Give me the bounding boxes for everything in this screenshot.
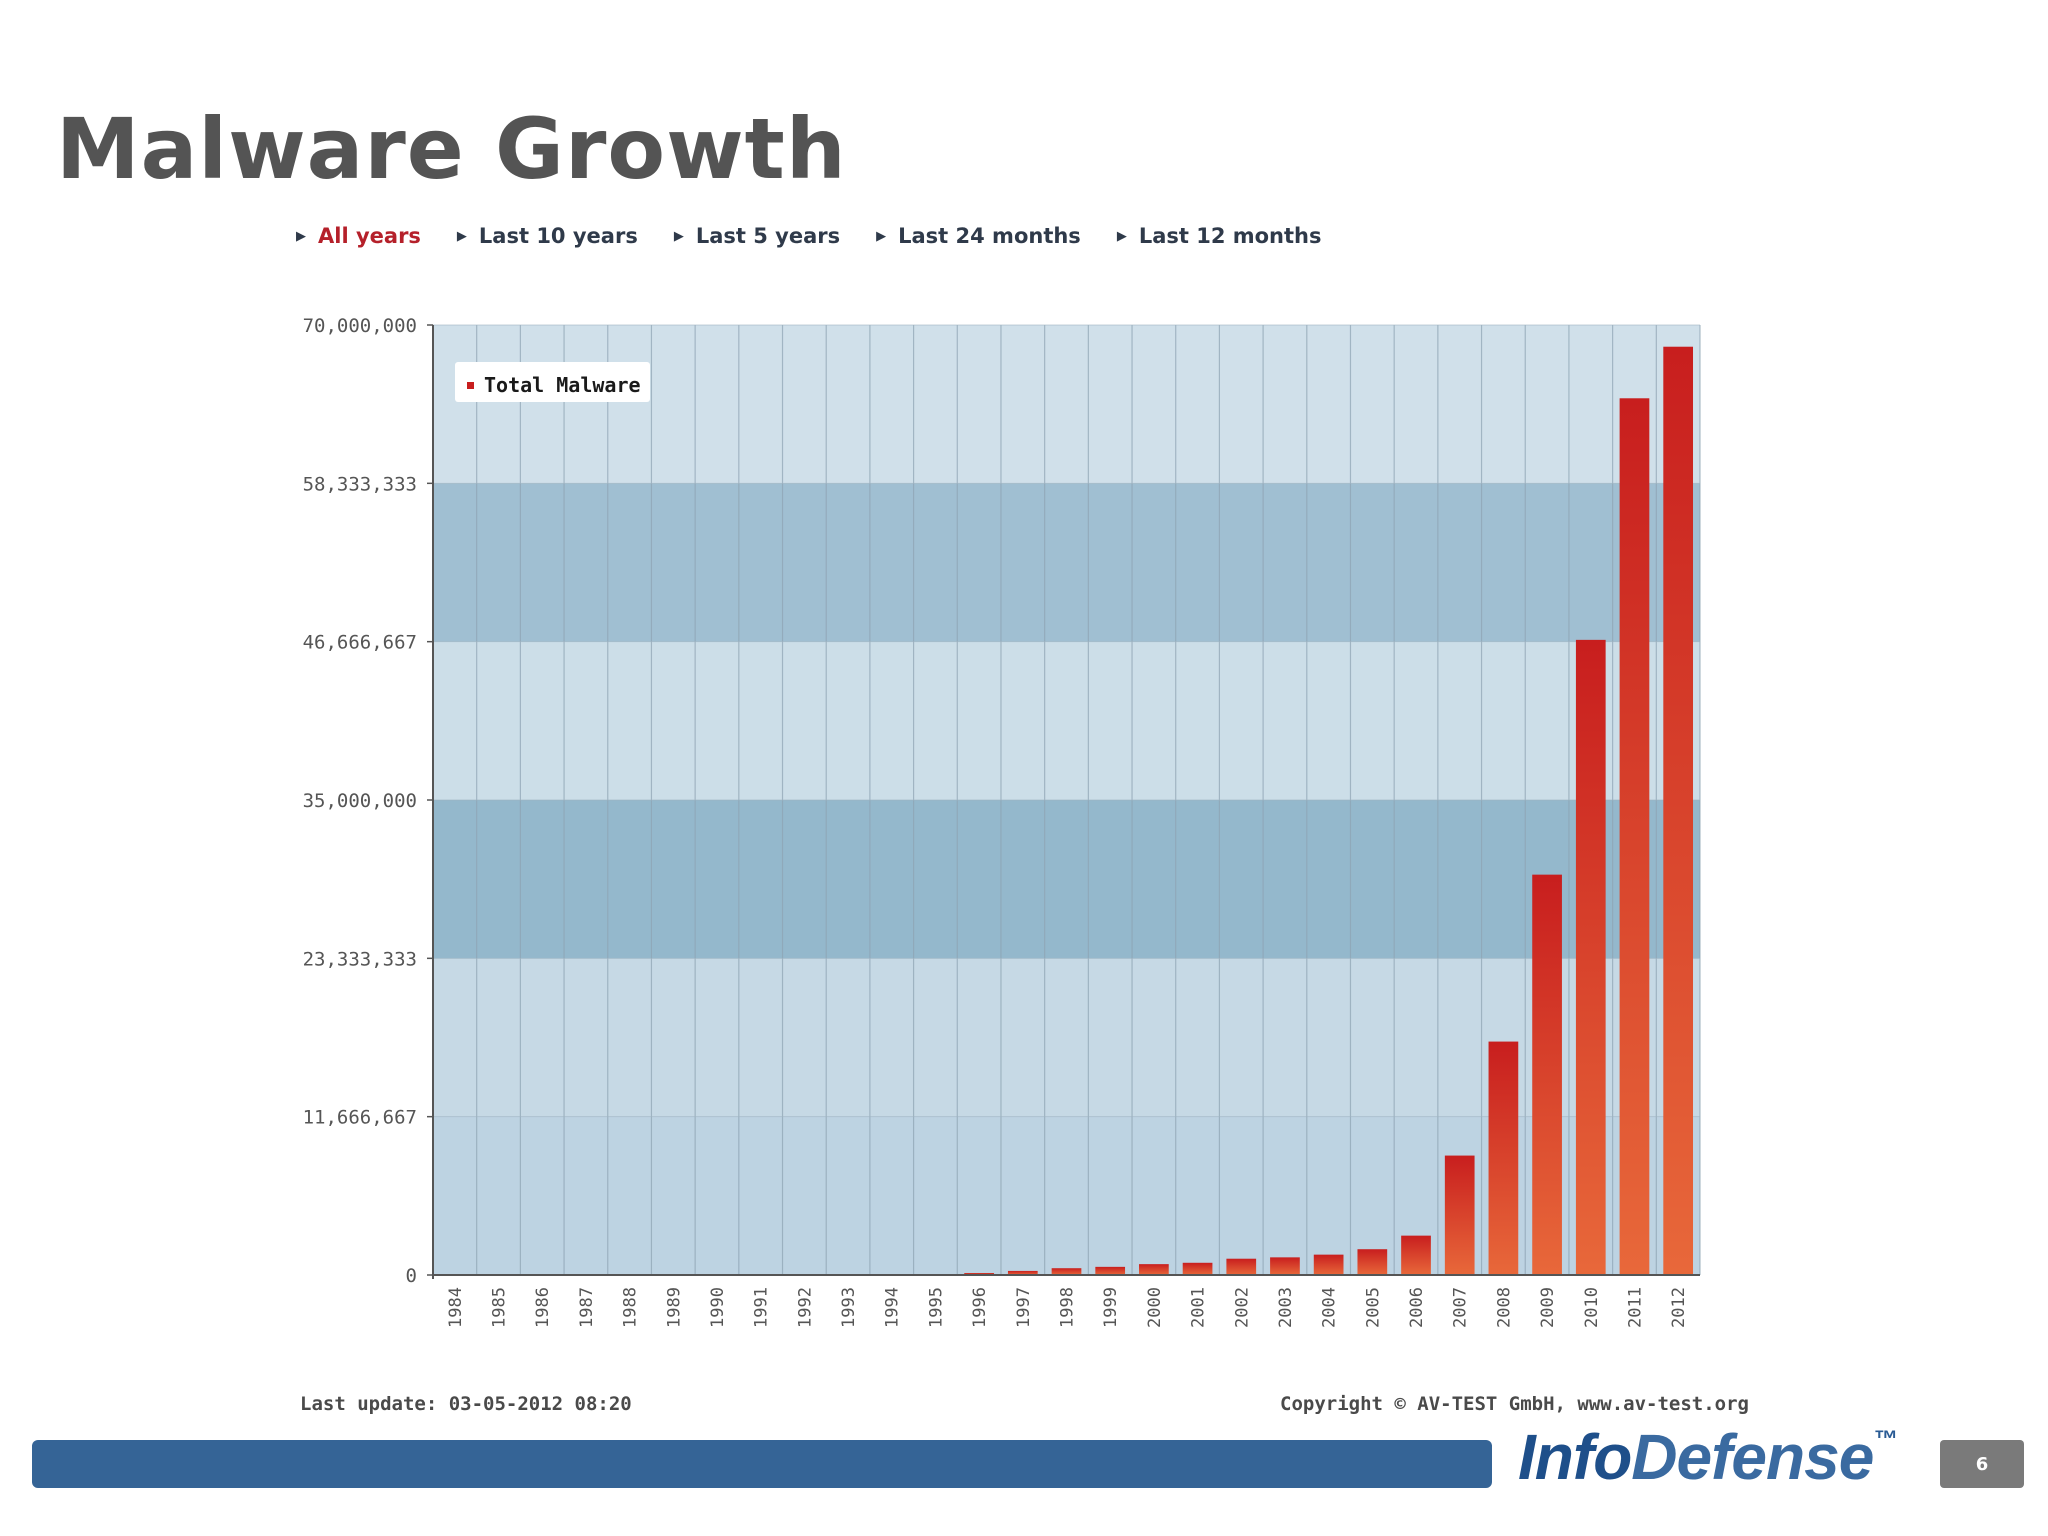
legend: Total Malware (455, 362, 650, 402)
y-tick-label: 23,333,333 (303, 948, 417, 970)
bar-2007 (1444, 1155, 1475, 1275)
infodefense-logo: InfoDefense™ (1518, 1420, 1897, 1494)
x-tick-label: 1989 (664, 1287, 684, 1328)
x-tick-label: 1988 (621, 1287, 641, 1328)
x-tick-label: 2000 (1145, 1287, 1165, 1328)
x-tick-label: 2011 (1625, 1287, 1645, 1328)
triangle-right-icon: ▶ (456, 228, 467, 244)
x-tick-label: 1998 (1058, 1287, 1078, 1328)
tab-label: Last 12 months (1138, 224, 1322, 248)
triangle-right-icon: ▶ (876, 228, 887, 244)
tab-last-5-years[interactable]: ▶ Last 5 years (674, 224, 840, 248)
bar-2008 (1488, 1041, 1519, 1275)
x-tick-label: 2012 (1669, 1287, 1689, 1328)
y-tick-label: 0 (406, 1265, 417, 1287)
plot-band (433, 483, 1700, 642)
bar-2000 (1139, 1264, 1169, 1275)
x-tick-label: 2002 (1232, 1287, 1252, 1328)
y-tick-label: 58,333,333 (303, 473, 417, 495)
bar-2002 (1226, 1258, 1257, 1275)
y-tick-label: 11,666,667 (303, 1107, 417, 1129)
logo-trademark: ™ (1873, 1426, 1897, 1453)
triangle-right-icon: ▶ (296, 228, 306, 244)
x-tick-label: 1991 (752, 1287, 772, 1328)
x-tick-label: 1986 (533, 1287, 553, 1328)
x-tick-label: 1999 (1101, 1287, 1121, 1328)
x-tick-label: 1996 (970, 1287, 990, 1328)
bar-2003 (1270, 1257, 1300, 1275)
x-tick-label: 2009 (1538, 1287, 1558, 1328)
plot-band (433, 800, 1700, 959)
copyright-text: Copyright © AV-TEST GmbH, www.av-test.or… (1280, 1393, 1749, 1415)
bar-2010 (1575, 639, 1606, 1275)
triangle-right-icon: ▶ (1116, 228, 1127, 244)
y-tick-label: 70,000,000 (303, 315, 417, 337)
last-update-text: Last update: 03-05-2012 08:20 (300, 1393, 632, 1415)
time-range-tabs: ▶ All years ▶ Last 10 years ▶ Last 5 yea… (296, 224, 1322, 248)
slide-title: Malware Growth (56, 100, 847, 198)
triangle-right-icon: ▶ (673, 228, 684, 244)
footer-bar (32, 1440, 1492, 1488)
bar-1998 (1051, 1268, 1082, 1275)
bar-2006 (1401, 1235, 1431, 1275)
legend-label: Total Malware (484, 373, 641, 397)
legend-box (455, 362, 650, 402)
bar-2011 (1619, 398, 1650, 1275)
tab-last-12-months[interactable]: ▶ Last 12 months (1117, 224, 1322, 248)
x-tick-label: 2008 (1494, 1287, 1514, 1328)
tab-label: All years (318, 224, 421, 248)
x-tick-label: 2004 (1320, 1287, 1340, 1328)
x-tick-label: 1990 (708, 1287, 728, 1328)
x-tick-label: 1993 (839, 1287, 859, 1328)
plot-band (433, 325, 1700, 484)
tab-label: Last 24 months (898, 224, 1081, 248)
plot-band (433, 641, 1700, 800)
x-tick-label: 2010 (1582, 1287, 1602, 1328)
tab-label: Last 10 years (478, 224, 638, 248)
x-tick-label: 2007 (1451, 1287, 1471, 1328)
bar-1997 (1007, 1270, 1038, 1275)
bar-2009 (1532, 874, 1562, 1275)
x-tick-label: 1985 (490, 1287, 510, 1328)
x-tick-label: 1995 (926, 1287, 946, 1328)
x-tick-label: 1994 (883, 1287, 903, 1328)
tab-last-24-months[interactable]: ▶ Last 24 months (876, 224, 1081, 248)
x-tick-label: 1987 (577, 1287, 597, 1328)
logo-part-info: Info (1518, 1421, 1632, 1493)
bar-2005 (1357, 1249, 1388, 1275)
bar-2001 (1182, 1262, 1213, 1275)
x-tick-label: 2001 (1189, 1287, 1209, 1328)
tab-label: Last 5 years (695, 224, 841, 248)
y-tick-label: 46,666,667 (303, 632, 417, 654)
logo-part-defense: Defense (1631, 1421, 1874, 1493)
x-tick-label: 2005 (1363, 1287, 1383, 1328)
x-tick-label: 2003 (1276, 1287, 1296, 1328)
x-tick-label: 1997 (1014, 1287, 1034, 1328)
bar-1999 (1095, 1266, 1126, 1275)
tab-all-years[interactable]: ▶ All years (296, 224, 421, 248)
bars (439, 346, 1694, 1275)
y-tick-label: 35,000,000 (303, 790, 417, 812)
page-number: 6 (1940, 1440, 2024, 1488)
x-tick-label: 1992 (795, 1287, 815, 1328)
bar-2012 (1663, 346, 1694, 1275)
tab-last-10-years[interactable]: ▶ Last 10 years (457, 224, 638, 248)
legend-swatch (467, 382, 474, 389)
x-tick-label: 2006 (1407, 1287, 1427, 1328)
bar-2004 (1313, 1254, 1344, 1275)
x-tick-label: 1984 (446, 1287, 466, 1328)
axes: 0 11,666,667 23,333,333 35,000,000 46,666,66… (303, 315, 1700, 1328)
